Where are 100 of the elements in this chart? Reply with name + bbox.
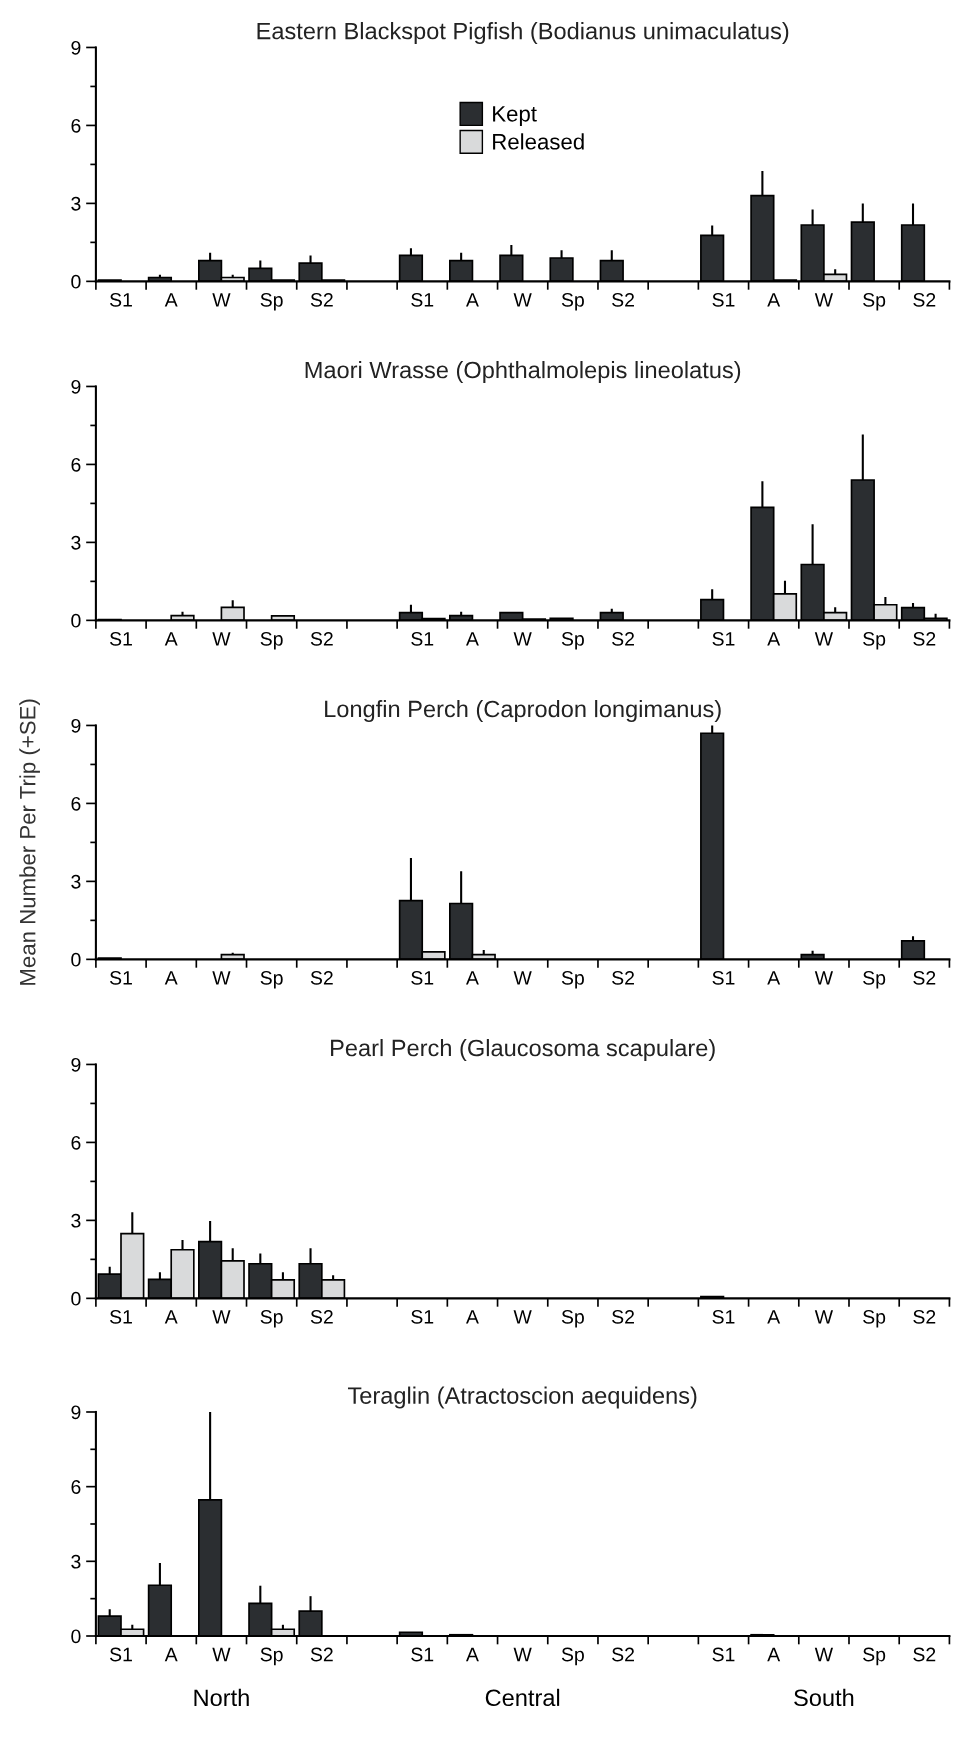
x-tick-label: S1 xyxy=(110,1309,132,1324)
x-tick-label: S2 xyxy=(913,631,936,646)
y-tick-label: 0 xyxy=(71,613,81,628)
legend-label: Released xyxy=(493,133,584,150)
x-tick-label: S1 xyxy=(411,1309,434,1324)
x-tick-label: W xyxy=(513,1647,532,1662)
text: South xyxy=(794,1688,854,1707)
y-tick-label: 9 xyxy=(71,379,81,394)
x-tick-label: S2 xyxy=(612,631,634,646)
y-tick-label: 6 xyxy=(71,1135,81,1150)
x-tick-label: Sp xyxy=(863,1647,886,1666)
x-tick-label: Sp xyxy=(561,1309,584,1328)
x-tick-label: A xyxy=(466,1647,479,1662)
x-tick-label: A xyxy=(767,293,781,307)
x-tick-label: A xyxy=(164,632,178,646)
y-tick-label: 3 xyxy=(71,874,81,889)
x-tick-label: A xyxy=(466,293,479,307)
y-tick-label: 3 xyxy=(71,535,81,550)
x-tick-label: A xyxy=(767,1647,781,1662)
y-tick-label: 3 xyxy=(71,1213,81,1228)
y-tick-label: 9 xyxy=(71,1057,81,1072)
x-tick-label: Sp xyxy=(863,292,886,311)
x-tick-label: A xyxy=(466,1310,479,1324)
x-tick-label: W xyxy=(212,1647,231,1662)
chart-title: Longfin Perch (Caprodon longimanus) xyxy=(325,700,721,723)
x-tick-label: S2 xyxy=(612,292,634,307)
x-tick-label: S1 xyxy=(411,970,434,985)
y-tick-label: 3 xyxy=(71,196,81,211)
x-tick-label: S2 xyxy=(612,970,634,985)
x-tick-label: A xyxy=(164,971,178,985)
x-tick-label: A xyxy=(466,632,479,646)
x-tick-label: S2 xyxy=(612,1647,634,1662)
y-tick-label: 9 xyxy=(71,1405,81,1420)
x-tick-label: Sp xyxy=(260,970,283,989)
x-tick-label: W xyxy=(212,293,231,307)
chart-title: Maori Wrasse (Ophthalmolepis lineolatus) xyxy=(305,361,741,384)
x-tick-label: S1 xyxy=(411,292,434,307)
x-tick-label: S1 xyxy=(712,292,735,307)
text: North xyxy=(194,1688,249,1707)
x-tick-label: A xyxy=(466,971,479,985)
x-tick-label: W xyxy=(513,1310,532,1324)
x-tick-label: Sp xyxy=(260,1647,283,1666)
x-tick-label: S1 xyxy=(110,1647,132,1662)
x-tick-label: A xyxy=(164,293,178,307)
x-tick-label: S2 xyxy=(913,970,936,985)
y-tick-label: 6 xyxy=(71,457,81,472)
y-tick-label: 6 xyxy=(71,118,81,133)
text: Central xyxy=(485,1688,560,1707)
chart-title: Pearl Perch (Glaucosoma scapulare) xyxy=(331,1039,715,1062)
x-tick-label: S2 xyxy=(913,292,936,307)
x-tick-label: W xyxy=(814,971,833,985)
x-tick-label: Sp xyxy=(863,1309,886,1328)
x-tick-label: S2 xyxy=(913,1309,936,1324)
x-tick-label: S2 xyxy=(310,1647,333,1662)
x-tick-label: A xyxy=(164,1310,178,1324)
x-tick-label: A xyxy=(767,1310,781,1324)
x-tick-label: S2 xyxy=(310,970,333,985)
x-tick-label: W xyxy=(814,1310,833,1324)
y-tick-label: 3 xyxy=(71,1554,81,1569)
x-tick-label: Sp xyxy=(561,970,584,989)
x-tick-label: W xyxy=(814,632,833,646)
x-tick-label: Sp xyxy=(863,970,886,989)
y-axis-title: Mean Number Per Trip (+SE) xyxy=(19,699,40,985)
x-tick-label: A xyxy=(767,971,781,985)
x-tick-label: W xyxy=(513,971,532,985)
x-tick-label: S2 xyxy=(310,631,333,646)
x-tick-label: W xyxy=(814,293,833,307)
x-tick-label: S1 xyxy=(110,970,132,985)
legend-label: Kept xyxy=(493,106,537,127)
x-tick-label: Sp xyxy=(260,631,283,650)
x-tick-label: W xyxy=(513,632,532,646)
x-tick-label: S1 xyxy=(712,631,735,646)
x-tick-label: W xyxy=(212,971,231,985)
x-tick-label: S1 xyxy=(712,1647,735,1662)
x-tick-label: Sp xyxy=(863,631,886,650)
x-tick-label: W xyxy=(212,632,231,646)
y-tick-label: 0 xyxy=(71,274,81,289)
x-tick-label: Sp xyxy=(561,1647,584,1666)
x-tick-label: S1 xyxy=(712,970,735,985)
y-tick-label: 0 xyxy=(71,952,81,967)
x-tick-label: W xyxy=(212,1310,231,1324)
x-tick-label: Sp xyxy=(260,292,283,311)
y-tick-label: 0 xyxy=(71,1629,81,1644)
y-tick-label: 9 xyxy=(71,40,81,55)
x-tick-label: Sp xyxy=(561,631,584,650)
x-tick-label: S1 xyxy=(110,292,132,307)
x-tick-label: S1 xyxy=(411,631,434,646)
x-tick-label: Sp xyxy=(561,292,584,311)
x-tick-label: S1 xyxy=(110,631,132,646)
y-tick-label: 9 xyxy=(71,718,81,733)
x-tick-label: A xyxy=(767,632,781,646)
x-tick-label: W xyxy=(814,1647,833,1662)
y-tick-label: 6 xyxy=(71,1480,81,1494)
x-tick-label: S2 xyxy=(913,1647,936,1662)
y-tick-label: 6 xyxy=(71,796,81,811)
x-tick-label: S2 xyxy=(310,292,333,307)
x-tick-label: S2 xyxy=(310,1309,333,1324)
chart-title: Teraglin (Atractoscion aequidens) xyxy=(347,1386,697,1409)
chart-title: Eastern Blackspot Pigfish (Bodianus unimaculatus) xyxy=(257,22,789,45)
x-tick-label: A xyxy=(164,1647,178,1662)
